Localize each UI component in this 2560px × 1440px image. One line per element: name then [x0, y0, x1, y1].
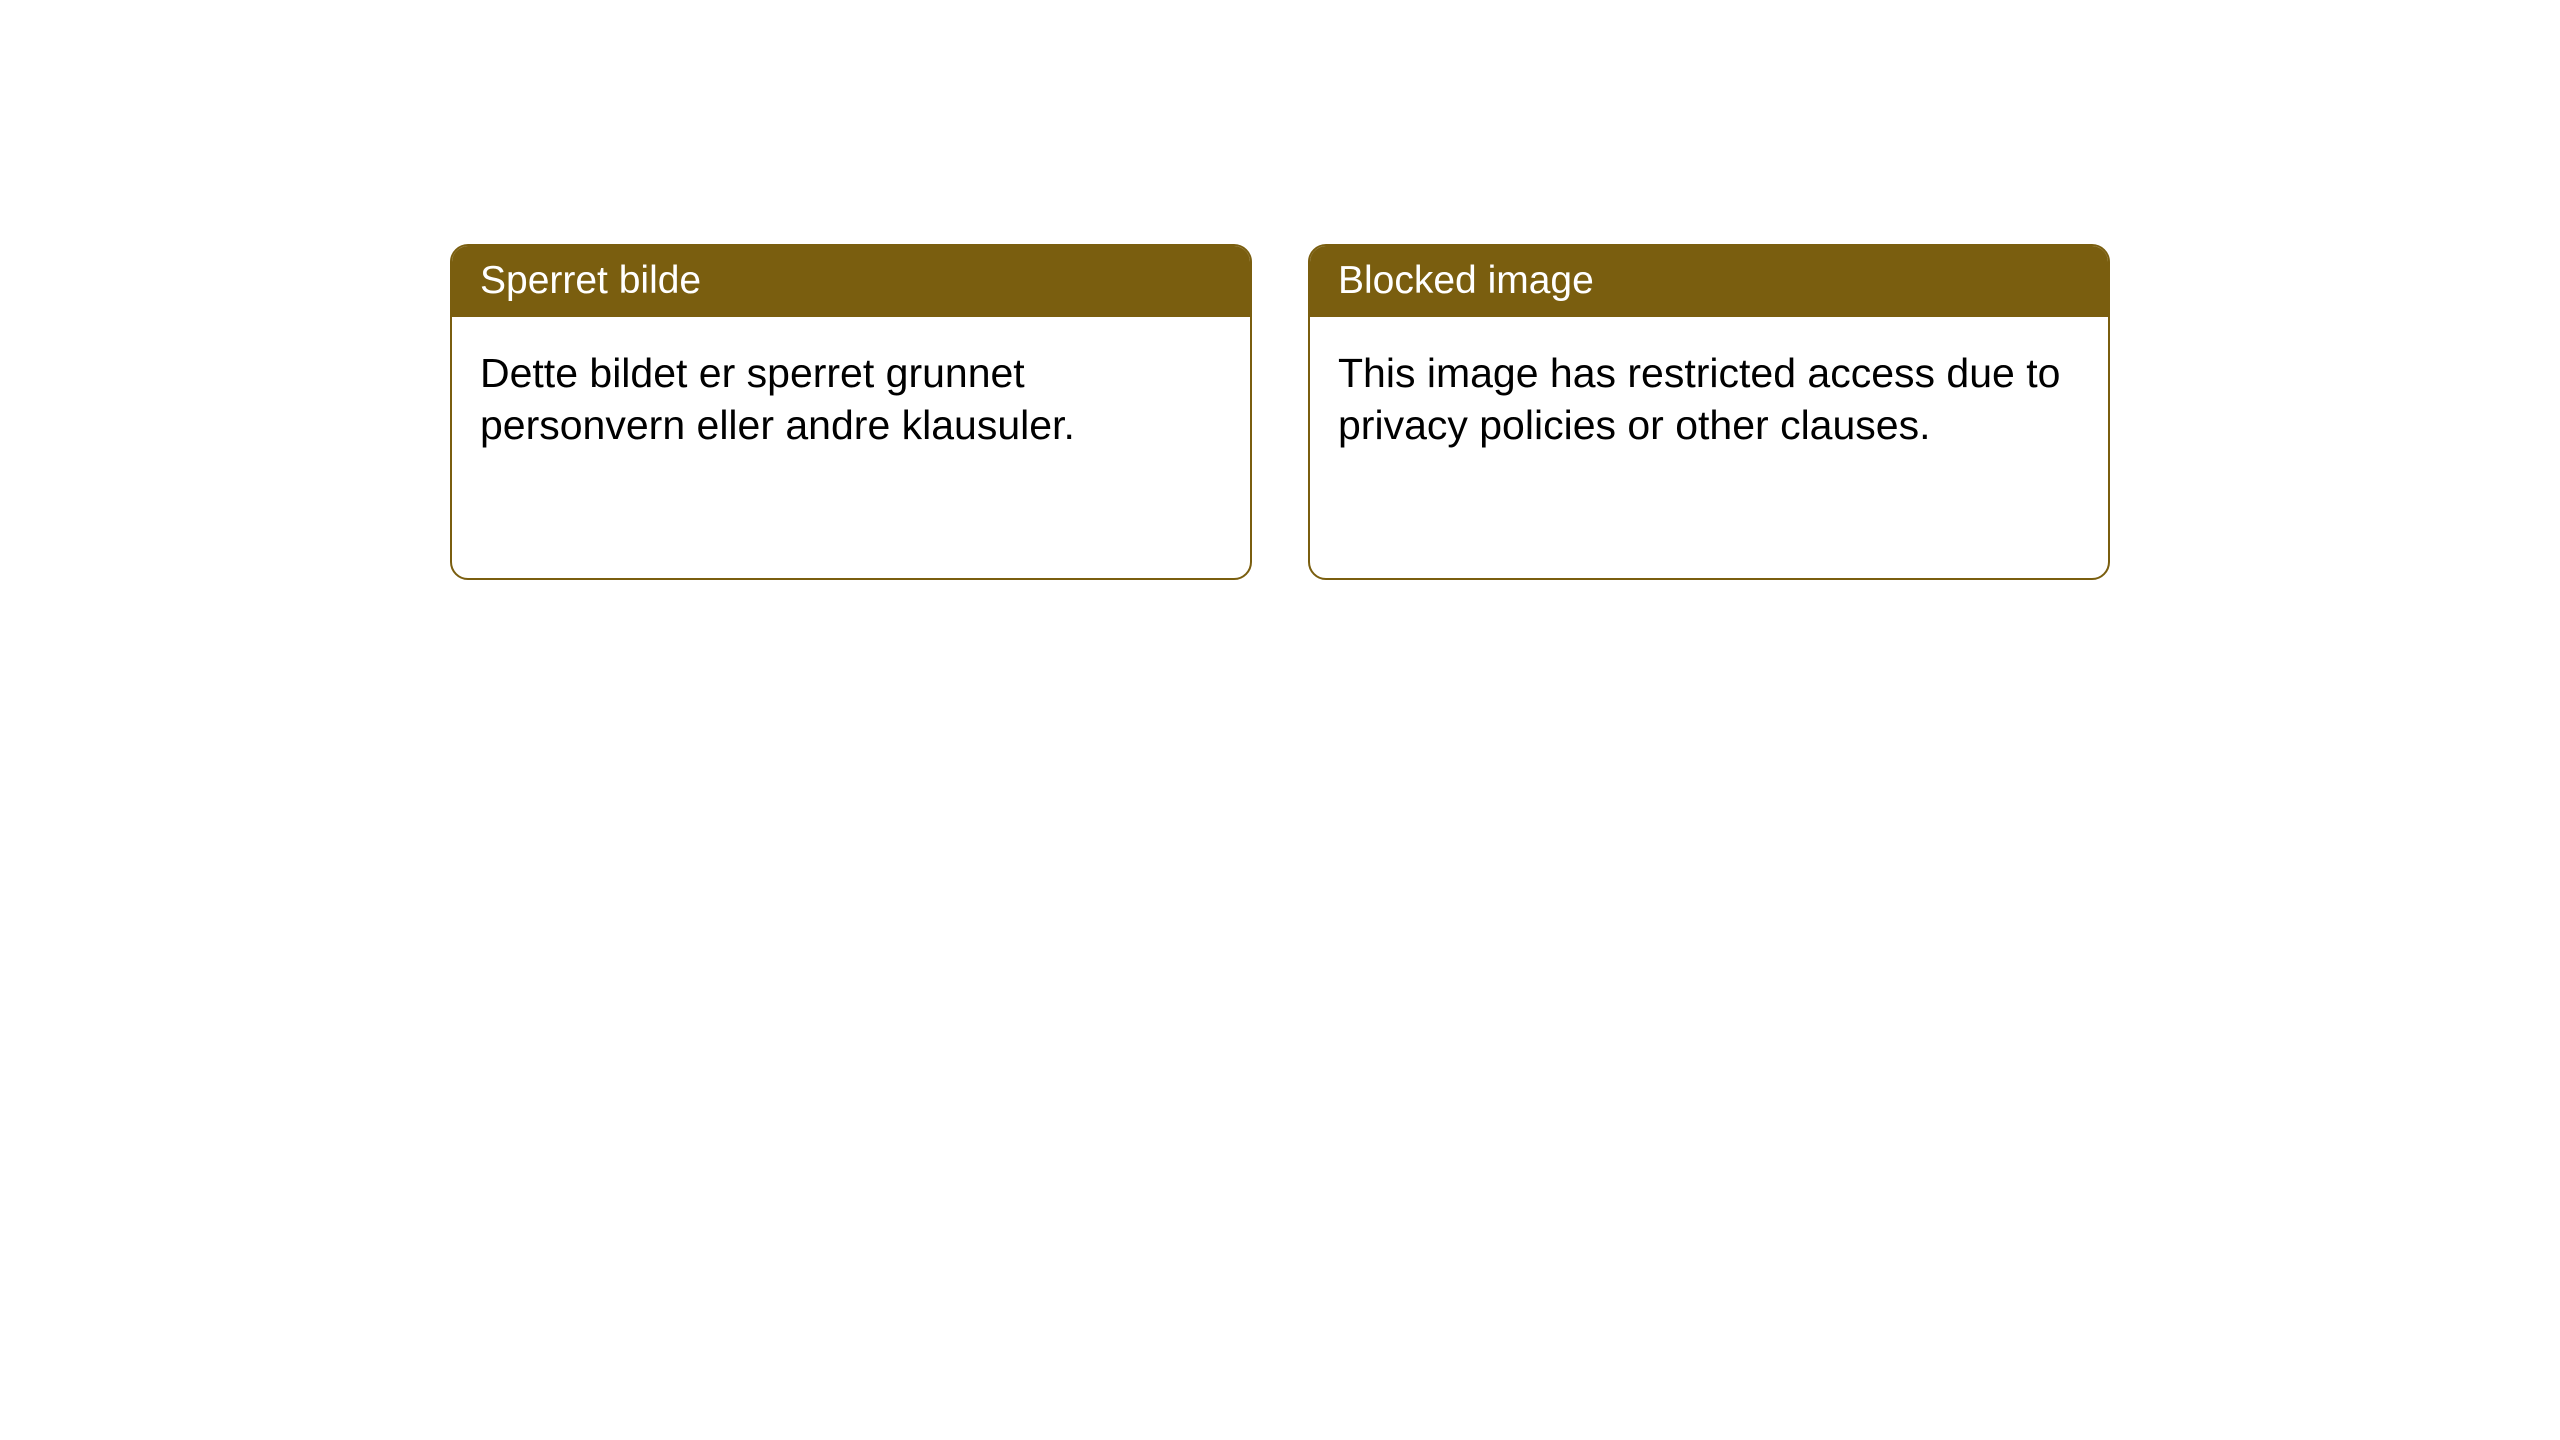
- card-title-en: Blocked image: [1338, 259, 1594, 302]
- card-body-en: This image has restricted access due to …: [1310, 317, 2108, 482]
- card-header-en: Blocked image: [1310, 246, 2108, 317]
- blocked-image-card-en: Blocked image This image has restricted …: [1308, 244, 2110, 580]
- card-header-no: Sperret bilde: [452, 246, 1250, 317]
- card-body-text-en: This image has restricted access due to …: [1338, 350, 2060, 448]
- card-title-no: Sperret bilde: [480, 259, 701, 302]
- notice-cards-container: Sperret bilde Dette bildet er sperret gr…: [450, 244, 2110, 580]
- card-body-text-no: Dette bildet er sperret grunnet personve…: [480, 350, 1075, 448]
- card-body-no: Dette bildet er sperret grunnet personve…: [452, 317, 1250, 482]
- blocked-image-card-no: Sperret bilde Dette bildet er sperret gr…: [450, 244, 1252, 580]
